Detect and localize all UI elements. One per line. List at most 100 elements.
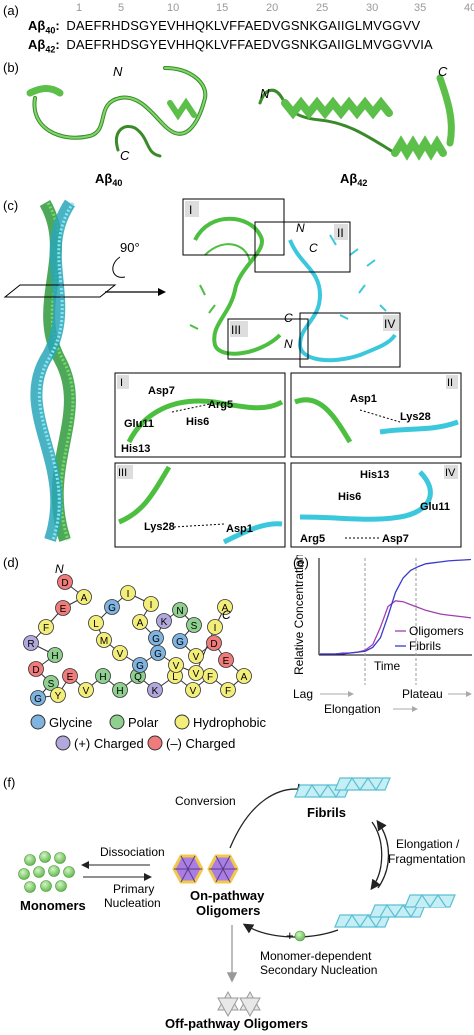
svg-text:L: L <box>172 672 178 683</box>
kinetics-chart: Relative Concentration Oligomers Fibrils… <box>292 555 472 685</box>
residue-node: V <box>188 648 204 664</box>
svg-text:H: H <box>51 651 58 662</box>
residue-node: S <box>186 617 202 633</box>
conversion-label: Conversion <box>175 794 236 808</box>
legend-negative: (–) Charged <box>166 736 235 751</box>
residue-node: K <box>156 613 172 629</box>
monomers-label: Monomers <box>20 898 86 913</box>
residue-node: V <box>185 682 201 698</box>
residue-node: R <box>23 635 39 651</box>
svg-text:Asp7: Asp7 <box>148 385 175 397</box>
abeta40-sub: 40 <box>45 25 56 36</box>
zoom-ii: II Asp1 Lys28 <box>290 372 462 458</box>
residue-node: K <box>147 682 163 698</box>
svg-text:H: H <box>99 672 106 683</box>
panel-c-label: (c) <box>3 198 19 213</box>
abeta40-ribbon <box>26 66 208 158</box>
box-iv <box>299 312 401 368</box>
residue-node: I <box>120 585 136 601</box>
fibril-icon-bottom <box>334 893 456 929</box>
svg-text:His6: His6 <box>186 416 209 428</box>
box-i-label: I <box>189 203 192 217</box>
fibril-strand-cyan <box>30 199 76 542</box>
svg-text:Y: Y <box>55 691 62 702</box>
legend-positive: (+) Charged <box>74 736 144 751</box>
residue-node: Y <box>50 687 66 703</box>
svg-text:Arg5: Arg5 <box>208 399 233 411</box>
svg-text:D: D <box>210 639 217 650</box>
secondary-nucleation-arrow <box>242 923 339 938</box>
box-iii <box>227 318 309 360</box>
box-iv-tag <box>383 315 399 331</box>
residue-nodes: DAEFRHDSG YEVHHQKLVFFAEDVGSNKGAIIGLMVGGVV… <box>23 574 252 706</box>
ruler-tick: 35 <box>414 2 427 14</box>
fragmentation-arrow-up <box>376 819 390 889</box>
abeta40-n-label: N <box>113 64 123 79</box>
svg-text:S: S <box>191 621 198 632</box>
svg-text:A: A <box>222 603 229 614</box>
c-terminus-1: C <box>309 241 318 255</box>
residue-node: M <box>96 632 112 648</box>
residue-node: A <box>217 599 233 615</box>
abeta40-name: Aβ <box>28 18 46 33</box>
residue-legend: Glycine Polar Hydrophobic (+) Charged (–… <box>30 714 266 751</box>
cross-section-plane <box>3 284 117 298</box>
abeta40-c-label: C <box>120 148 130 163</box>
conversion-arrow <box>229 783 308 849</box>
chart-series <box>320 558 472 655</box>
cross-section-cyan <box>288 234 397 363</box>
rotation-arrow-icon <box>112 256 126 278</box>
svg-text:V: V <box>173 661 180 672</box>
legend-glycine-swatch <box>30 714 46 730</box>
svg-text:A: A <box>241 672 248 683</box>
residue-node: I <box>143 596 159 612</box>
panel-e-label: (e) <box>293 555 309 570</box>
zoom-grid: I Asp7 Arg5 Glu11 His6 His13 II Asp1 Lys… <box>114 372 462 548</box>
zoom-iv: IV His13 His6 Glu11 Arg5 Asp7 <box>290 462 462 548</box>
elongation-arrow-down <box>370 821 383 891</box>
residue-node: G <box>30 690 46 706</box>
abeta40-sequence: DAEFRHDSGYEVHHQKLVFFAEDVGSNKGAIIGLMVGGVV <box>66 18 421 33</box>
residue-node: S <box>43 675 59 691</box>
svg-text:A: A <box>137 618 144 629</box>
abeta42-colon: : <box>55 37 60 52</box>
primary-label: Primary <box>113 882 154 896</box>
elongation-arrow-head <box>412 706 418 712</box>
svg-text:S: S <box>48 679 55 690</box>
series-fibrils-line <box>320 558 472 655</box>
svg-text:G: G <box>108 603 116 614</box>
off-pathway-label: Off-pathway Oligomers <box>165 1016 308 1031</box>
box-ii-tag <box>334 224 348 240</box>
svg-text:D: D <box>61 578 68 589</box>
box-ii-label: II <box>337 226 344 240</box>
fibril-icon-top <box>294 776 391 799</box>
ruler-tick: 1 <box>76 2 83 14</box>
plus-sign: + <box>286 928 294 943</box>
svg-text:V: V <box>117 649 124 660</box>
abeta40-colon: : <box>55 18 60 33</box>
monomer-cluster <box>18 851 75 893</box>
box-iii-label: III <box>231 323 241 337</box>
svg-text:M: M <box>100 636 108 647</box>
svg-text:G: G <box>176 637 184 648</box>
plateau-arrow-head <box>466 691 472 697</box>
svg-text:III: III <box>118 467 127 479</box>
box-i-tag <box>185 201 199 217</box>
on-pathway-label: On-pathway <box>190 888 265 903</box>
residue-node: E <box>55 600 71 616</box>
nucleation-label: Nucleation <box>104 896 161 910</box>
svg-text:Glu11: Glu11 <box>124 418 154 430</box>
svg-text:His13: His13 <box>121 443 150 455</box>
svg-text:F: F <box>225 686 231 697</box>
box-iv-label: IV <box>384 317 395 331</box>
svg-text:IV: IV <box>445 467 456 479</box>
panel-d-label: (d) <box>3 555 19 570</box>
ruler-tick: 15 <box>216 2 229 14</box>
abeta42-row: Aβ42: DAEFRHDSGYEVHHQKLVFFAEDVGSNKGAIIGL… <box>28 37 433 55</box>
svg-text:G: G <box>152 634 160 645</box>
svg-text:Arg5: Arg5 <box>300 533 325 545</box>
residue-node: D <box>28 661 44 677</box>
legend-hydrophobic-swatch <box>174 714 190 730</box>
ruler-tick: 30 <box>366 2 379 14</box>
svg-text:II: II <box>447 377 453 389</box>
